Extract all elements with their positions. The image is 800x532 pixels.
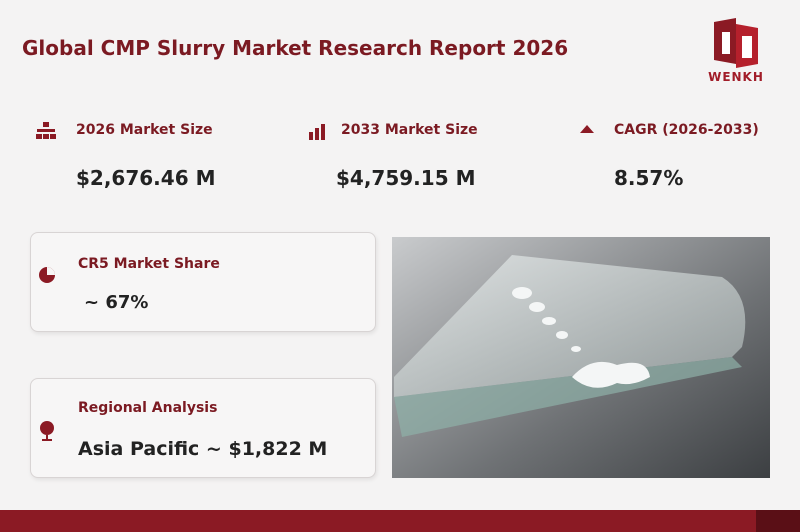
card — [30, 232, 376, 332]
icon-bars — [309, 124, 325, 140]
title: Global CMP Slurry Market Research Report… — [22, 36, 569, 60]
card-value: Asia Pacific ~ $1,822 M — [78, 438, 328, 460]
photo — [392, 237, 770, 478]
card — [30, 378, 376, 478]
icon-org — [36, 122, 56, 139]
card-label: CR5 Market Share — [78, 256, 220, 272]
icon-up — [580, 125, 594, 133]
icon-globe — [40, 421, 54, 441]
stat-value: $4,759.15 M — [336, 166, 476, 190]
stat-label: 2033 Market Size — [341, 122, 478, 138]
footer-bar — [0, 510, 756, 532]
icon-pie — [39, 267, 55, 283]
footer-bar-end — [756, 510, 800, 532]
card-value: ~ 67% — [84, 292, 149, 313]
stat-value: $2,676.46 M — [76, 166, 216, 190]
logo-mark — [714, 18, 758, 68]
card-label: Regional Analysis — [78, 400, 218, 416]
stat-label: CAGR (2026-2033) — [614, 122, 759, 138]
stat-label: 2026 Market Size — [76, 122, 213, 138]
stat-value: 8.57% — [614, 166, 684, 190]
logo-text: WENKH — [708, 70, 764, 84]
